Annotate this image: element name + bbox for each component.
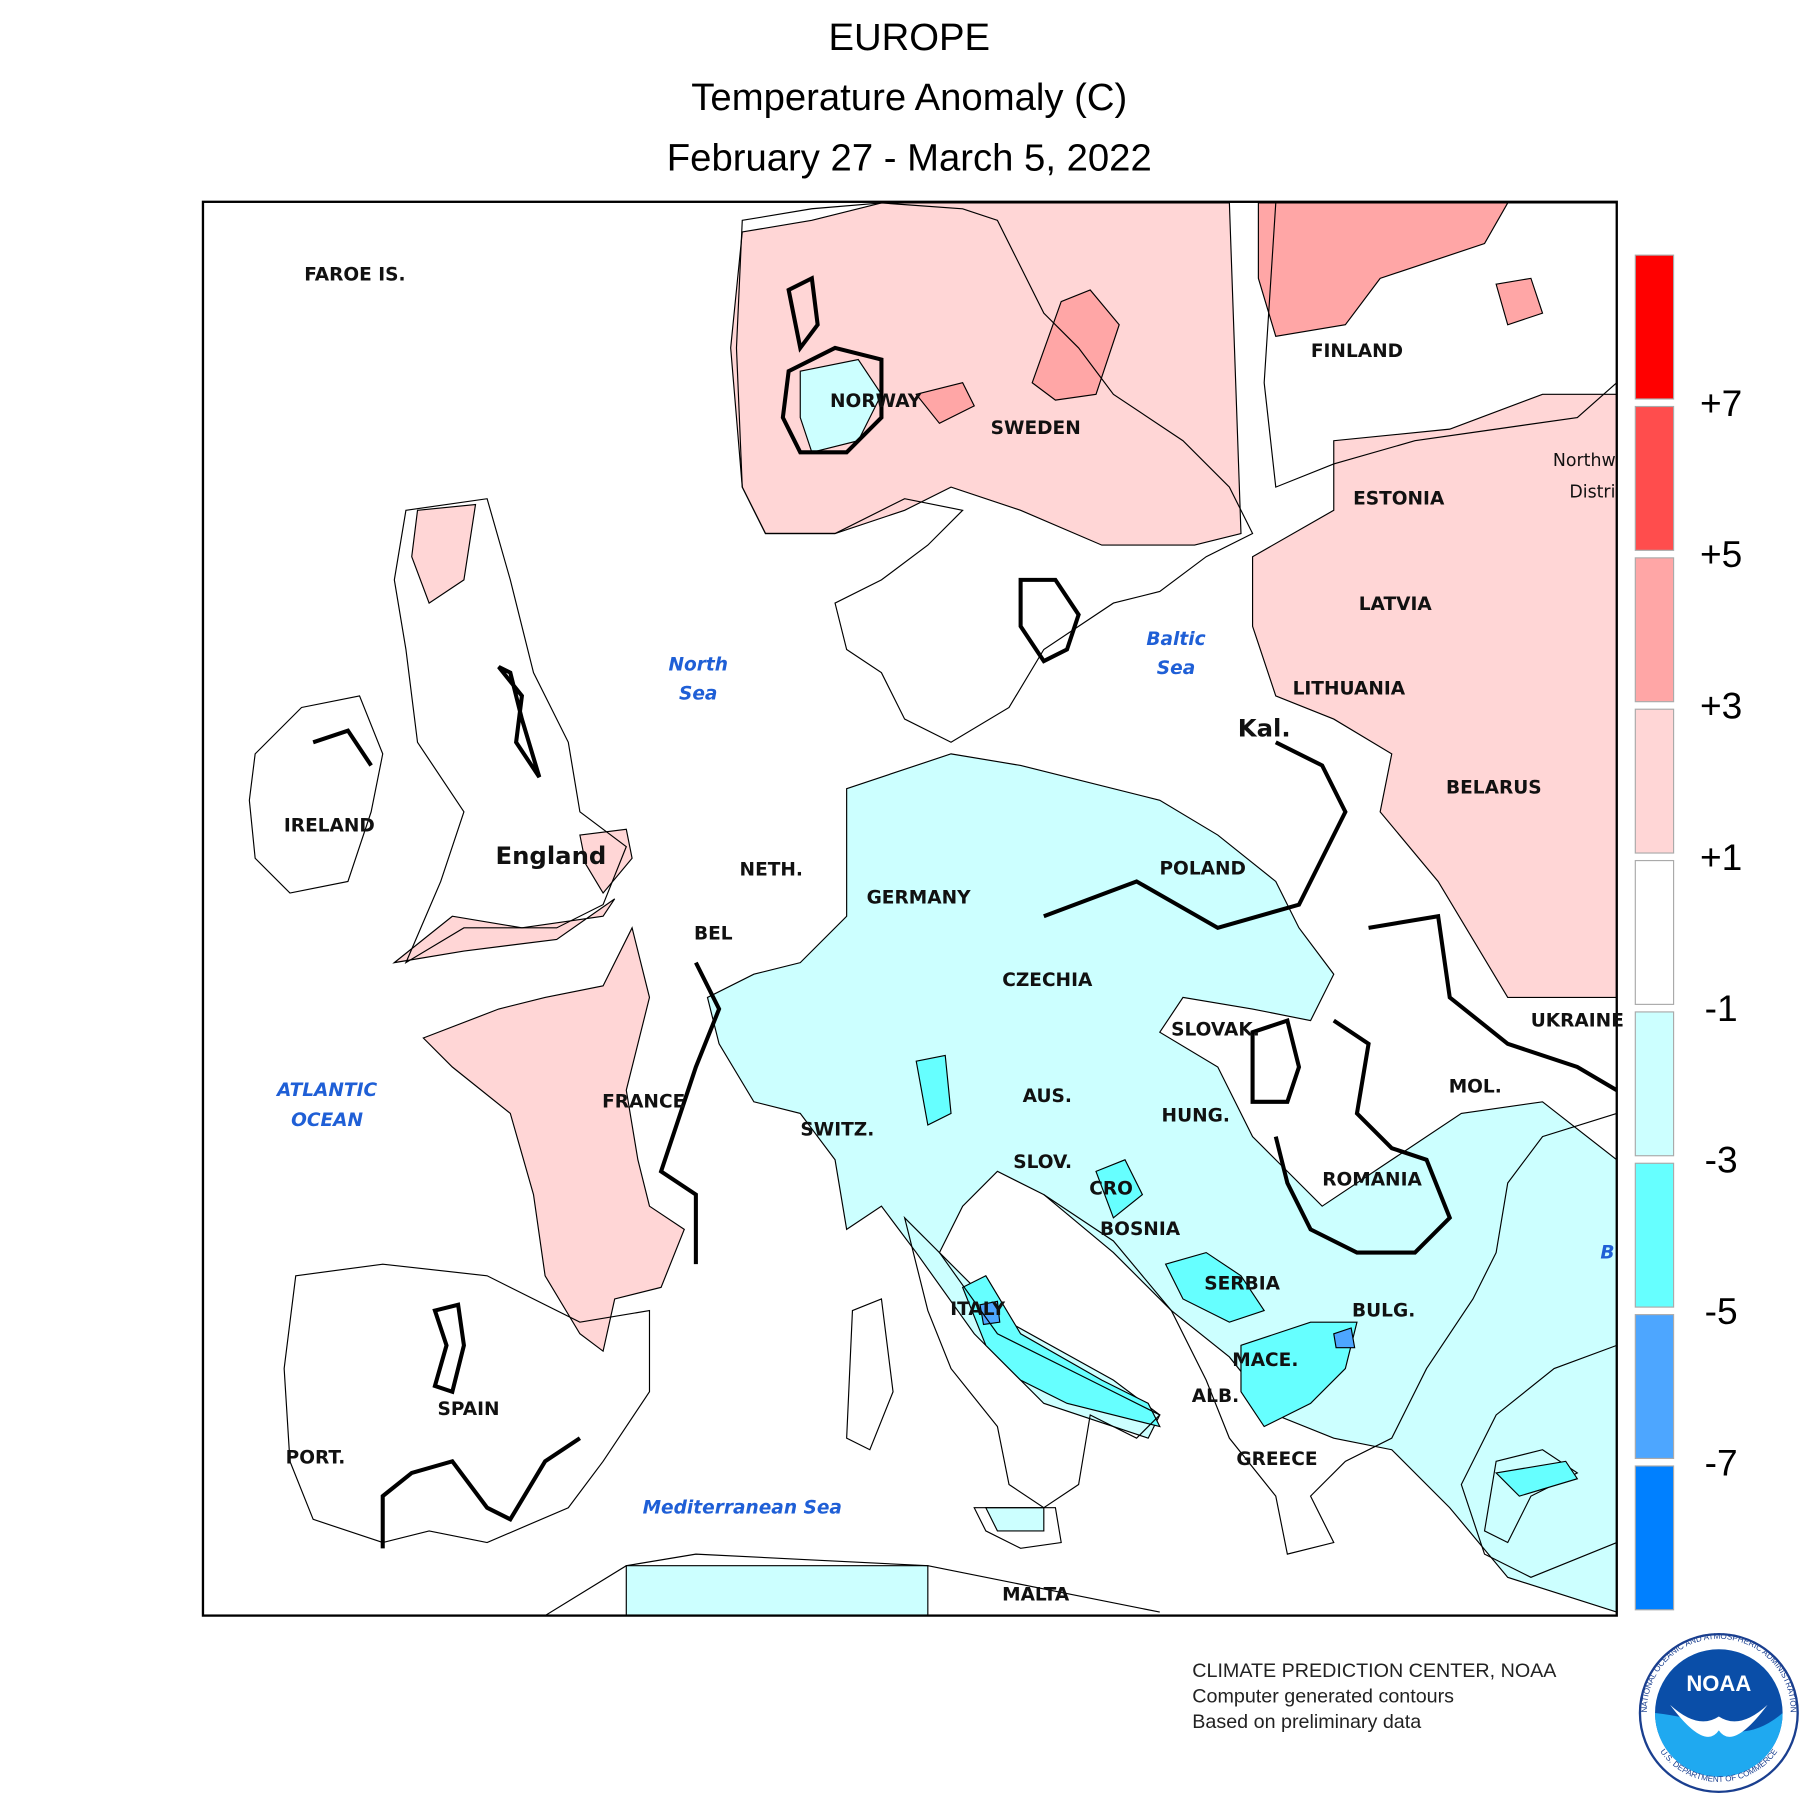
country-label: GREECE [1236,1449,1317,1470]
color-legend: +7 +5 +3 +1 -1 -3 -5 -7 [1634,254,1742,1611]
country-label: BOSNIA [1100,1219,1181,1240]
cool-area [625,358,1617,1616]
subtitle: Temperature Anomaly (C) [691,76,1127,119]
logo-text: NOAA [1686,1671,1751,1696]
legend-swatch [1634,1162,1675,1308]
country-label: MOL. [1449,1077,1502,1098]
country-label: SPAIN [438,1399,500,1420]
legend-tick-label: +1 [1700,836,1742,878]
country-label: MACE. [1232,1350,1298,1371]
country-label: GERMANY [867,887,972,908]
country-label: SLOVAK. [1171,1020,1260,1041]
title: EUROPE [828,16,990,59]
country-label: NETH. [740,860,803,881]
legend-swatch [1634,254,1675,400]
legend-tick-label: -1 [1705,987,1738,1029]
sea-label: Mediterranean Sea [643,1498,842,1519]
country-label: LITHUANIA [1293,679,1406,700]
country-label: SWITZ. [800,1119,874,1140]
country-label: ESTONIA [1353,489,1445,510]
country-label: ITALY [950,1299,1005,1320]
legend-tick-label: +7 [1700,382,1742,424]
country-label: UKRAINE [1531,1010,1624,1031]
country-label: POLAND [1159,858,1245,879]
country-label: SLOV. [1013,1152,1072,1173]
cool-area-strong [915,1054,1579,1497]
country-label: Distri [1569,483,1615,503]
legend-swatch [1634,859,1675,1005]
country-label: Northw [1553,451,1616,471]
legend-tick-label: +3 [1700,684,1742,726]
footer-line: Based on preliminary data [1192,1711,1421,1733]
country-label: LATVIA [1359,594,1433,615]
country-label: NORWAY [830,391,922,412]
map [202,201,1617,1616]
sea-label: B [1600,1242,1614,1263]
legend-swatch [1634,1011,1675,1157]
country-label: SWEDEN [991,418,1081,439]
country-label: SERBIA [1204,1274,1280,1295]
country-label: Kal. [1238,713,1291,742]
legend-swatch [1634,708,1675,854]
legend-tick-label: +5 [1700,533,1742,575]
country-label: FRANCE [602,1092,685,1113]
country-label: PORT. [286,1448,346,1469]
country-label: MALTA [1002,1585,1070,1606]
footer-line: Computer generated contours [1192,1686,1454,1708]
noaa-logo: NOAA NATIONAL OCEANIC AND ATMOSPHERIC AD… [1638,1632,1799,1794]
sea-label: Sea [679,683,717,704]
legend-tick-label: -5 [1705,1290,1738,1332]
country-label: CRO [1089,1179,1133,1200]
country-label: IRELAND [284,816,375,837]
country-labels: FAROE IS. NORWAY SWEDEN FINLAND ESTONIA … [284,265,1624,1606]
country-label: ALB. [1192,1386,1239,1407]
sea-label: Sea [1157,658,1195,679]
country-label: England [495,841,606,870]
zero-contour [312,275,1617,1549]
legend-tick-label: -3 [1705,1139,1738,1181]
period: February 27 - March 5, 2022 [667,136,1152,179]
sea-label: Baltic [1146,629,1205,650]
legend-swatch [1634,1314,1675,1460]
legend-tick-label: -7 [1705,1441,1738,1483]
country-label: FINLAND [1311,341,1403,362]
sea-label: OCEAN [291,1110,363,1131]
country-label: BEL [694,923,733,944]
footer-line: CLIMATE PREDICTION CENTER, NOAA [1192,1660,1557,1682]
cool-area-core [979,1300,1356,1349]
map-frame [201,200,1618,1617]
country-label: ROMANIA [1322,1169,1422,1190]
sea-label: North [668,654,727,675]
country-label: CZECHIA [1002,970,1093,991]
sea-label: ATLANTIC [275,1080,377,1101]
country-label: BELARUS [1446,777,1542,798]
legend-swatch [1634,557,1675,703]
country-label: AUS. [1023,1086,1072,1107]
country-label: HUNG. [1162,1106,1230,1127]
legend-swatch [1634,1465,1675,1611]
legend-swatch [1634,405,1675,551]
warm-area [392,202,1617,1353]
country-label: FAROE IS. [304,265,405,286]
country-label: BULG. [1352,1300,1415,1321]
sea-labels: North Sea Baltic Sea ATLANTIC OCEAN Medi… [275,629,1615,1519]
coastline [248,202,1617,1616]
